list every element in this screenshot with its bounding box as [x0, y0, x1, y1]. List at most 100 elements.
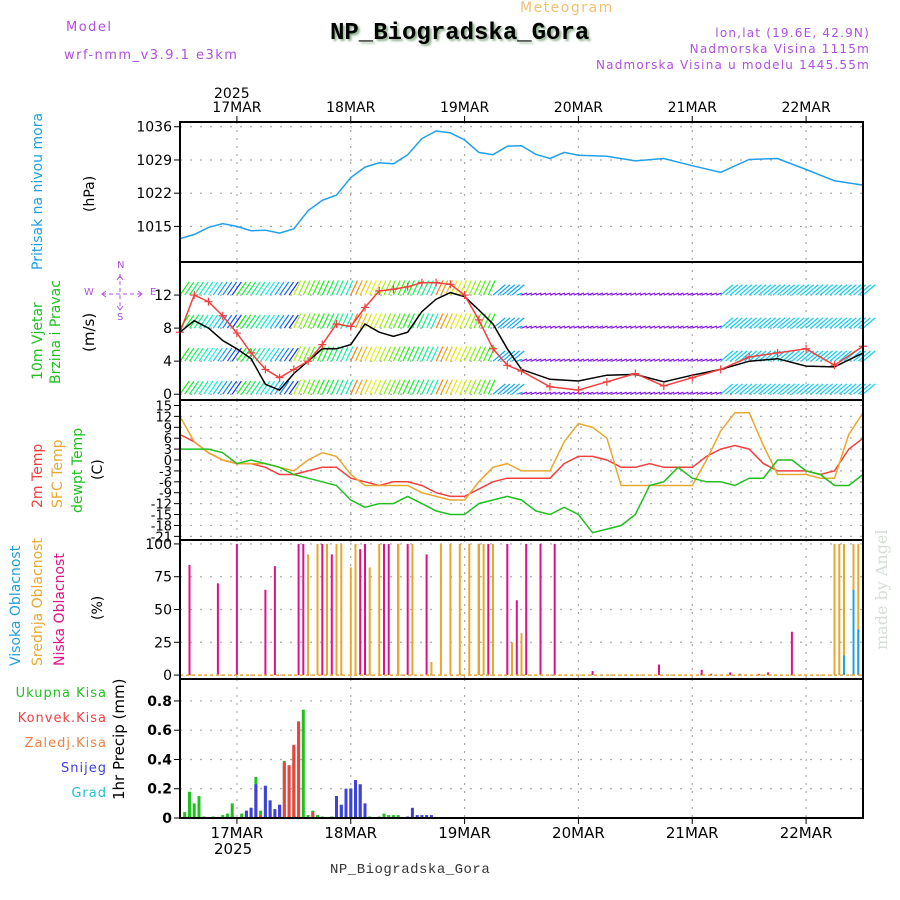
wind-barb [312, 379, 321, 395]
wind-barb [250, 380, 261, 395]
bar-ukupna-kisa [391, 815, 395, 818]
bar-srednja-oblacnost [838, 543, 841, 675]
wind-barb [630, 358, 637, 362]
wind-barb [260, 281, 271, 296]
wind-barb [364, 346, 373, 362]
series-line-2m-temp [179, 433, 864, 498]
bar-niska-oblacnost [553, 543, 556, 675]
bar-niska-oblacnost [330, 554, 333, 675]
wind-barb [668, 391, 675, 395]
bar-snijeg [339, 804, 343, 818]
wind-barb [606, 325, 613, 329]
wind-barb [369, 379, 378, 395]
wind-barb [478, 346, 487, 362]
wind-barb [753, 284, 767, 296]
wind-barb [706, 292, 713, 296]
wind-barb [335, 313, 344, 329]
wind-barb [734, 383, 748, 395]
wind-barb [454, 346, 463, 362]
wind-barb [506, 317, 520, 329]
wind-barb [293, 346, 302, 362]
wind-barb [706, 358, 713, 362]
wind-barb [212, 380, 223, 395]
bar-ukupna-kisa [301, 709, 305, 818]
wind-barb [838, 284, 852, 296]
y-tick-label: -3 [159, 465, 172, 480]
bar-konvek-kisa [311, 812, 315, 818]
panel-frame [179, 399, 864, 541]
wind-barb [644, 325, 651, 329]
y-tick-label: -6 [159, 476, 172, 491]
bar-niska-oblacnost [506, 543, 509, 675]
wind-barb [663, 358, 670, 362]
wind-barb [293, 280, 302, 296]
bar-snijeg [263, 785, 267, 818]
wind-barb [800, 284, 814, 296]
wind-barb [715, 358, 722, 362]
wind-barb [449, 379, 458, 395]
bar-srednja-oblacnost [354, 543, 357, 675]
wind-barb [354, 313, 363, 329]
wind-barb [478, 280, 487, 296]
top-day-label: 18MAR [326, 100, 376, 116]
wind-barb [540, 391, 547, 395]
wind-barb [388, 379, 397, 395]
wind-barb [843, 284, 857, 296]
wind-barb [497, 317, 511, 329]
grid-layer [180, 122, 863, 819]
bar-niska-oblacnost [487, 543, 490, 675]
wind-barb [407, 280, 415, 296]
wind-barb [630, 391, 637, 395]
wind-barb [568, 325, 575, 329]
wind-barb [426, 379, 434, 395]
y-tick-label: 0 [162, 811, 172, 827]
wind-barb [421, 313, 430, 329]
legend-konvek-kisa: Konvek.Kisa [17, 711, 107, 726]
wind-barb [354, 379, 363, 395]
wind-barb [644, 358, 651, 362]
wind-barb [857, 317, 871, 329]
wind-barb [307, 280, 316, 296]
elevation-info: Nadmorska Visina 1115m [689, 42, 870, 56]
wind-barb [625, 391, 632, 395]
gust-marker [688, 373, 697, 382]
wind-barb [857, 383, 871, 395]
wind-barb [459, 346, 468, 362]
wind-barb [687, 391, 694, 395]
bar-snijeg [358, 784, 362, 818]
bar-niska-oblacnost [525, 543, 528, 675]
wind-barb [478, 379, 487, 395]
wind-barb [559, 358, 566, 362]
y-tick-label: 100 [145, 537, 172, 553]
wind-barb [725, 350, 739, 362]
bar-niska-oblacnost [216, 583, 219, 676]
wind-barb [473, 346, 482, 362]
wind-barb [786, 350, 800, 362]
wind-barb [635, 358, 642, 362]
y-tick-label: 75 [154, 570, 172, 586]
wind-barb [625, 325, 632, 329]
wind-barb [264, 314, 276, 329]
wind-barb [781, 383, 796, 395]
top-day-label: 20MAR [553, 100, 603, 116]
wind-barb [829, 284, 843, 296]
gust-marker [403, 282, 412, 291]
bar-ukupna-kisa [259, 810, 263, 818]
y-tick-label: 12 [155, 410, 172, 425]
bar-srednja-oblacnost [843, 543, 845, 675]
wind-barb [506, 284, 520, 296]
wind-barb [430, 313, 439, 329]
wind-barb [658, 391, 665, 395]
wind-barb [573, 358, 580, 362]
wind-barb [302, 346, 311, 362]
wind-barb [464, 313, 472, 329]
wind-barb [781, 350, 796, 362]
wind-barb [283, 347, 295, 362]
wind-barb [729, 317, 743, 329]
wind-barb [331, 280, 340, 296]
wind-barb [359, 379, 368, 395]
model-elevation-info: Nadmorska Visina u modelu 1445.55m [595, 58, 870, 72]
top-day-label: 22MAR [781, 100, 831, 116]
wind-barb [800, 383, 814, 395]
gust-marker [745, 353, 754, 362]
